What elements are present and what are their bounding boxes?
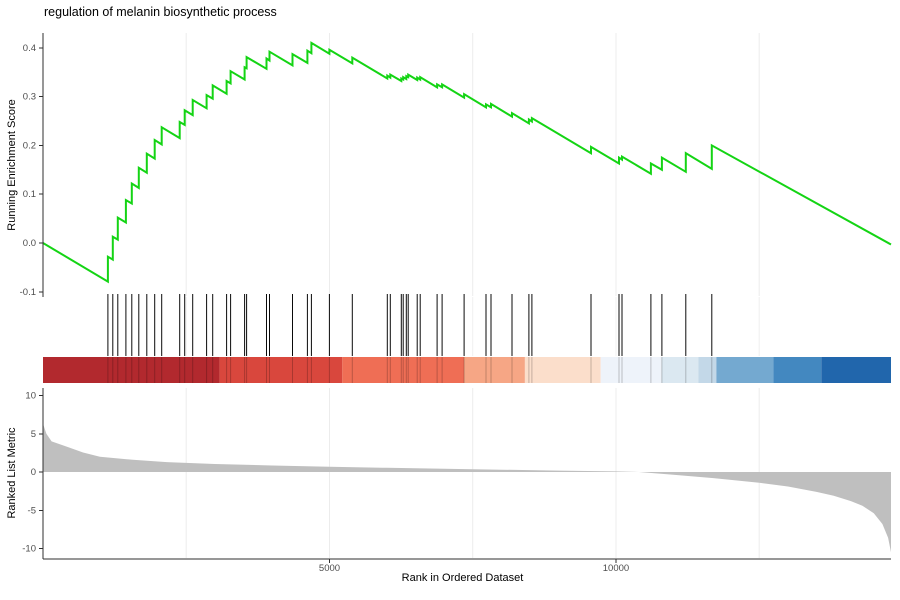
es-y-tick-label: -0.1 (20, 287, 36, 298)
metric-y-tick-label: 10 (25, 391, 36, 402)
es-y-tick-label: 0.1 (23, 189, 36, 200)
plot-title: regulation of melanin biosynthetic proce… (44, 5, 277, 19)
metric-y-tick-label: 5 (31, 429, 36, 440)
colorbar-segment (661, 357, 699, 383)
es-y-tick-label: 0.2 (23, 140, 36, 151)
enrichment-score-curve (42, 41, 892, 284)
es-y-tick-label: 0.4 (23, 43, 36, 54)
colorbar-segment (524, 357, 601, 383)
colorbar-segment (698, 357, 717, 383)
colorbar-segment (43, 357, 220, 383)
colorbar-segment (464, 357, 525, 383)
es-y-tick-label: 0.3 (23, 92, 36, 103)
gridlines (185, 33, 760, 558)
colorbar-segment (342, 357, 464, 383)
colorbar-segment (716, 357, 774, 383)
rank-colorbar (43, 357, 891, 383)
x-tick-label: 5000 (319, 563, 340, 574)
es-y-tick-label: 0.0 (23, 238, 36, 249)
x-tick-label: 10000 (603, 563, 629, 574)
metric-y-tick-label: -5 (28, 505, 36, 516)
x-axis-title: Rank in Ordered Dataset (401, 572, 524, 584)
metric-y-tick-label: 0 (31, 467, 36, 478)
colorbar-segment (600, 357, 662, 383)
colorbar-segment (821, 357, 891, 383)
ranked-metric-area (43, 423, 891, 553)
colorbar-segment (773, 357, 822, 383)
colorbar-segment (219, 357, 343, 383)
axes: 0.4 0.3 0.2 0.1 0.0 -0.1 10 5 0 -5 -10 5000 10000 (20, 33, 891, 574)
es-line (42, 41, 892, 284)
gene-hits-rug (107, 294, 713, 383)
metric-y-tick-label: -10 (22, 544, 36, 555)
metric-area (43, 423, 891, 553)
